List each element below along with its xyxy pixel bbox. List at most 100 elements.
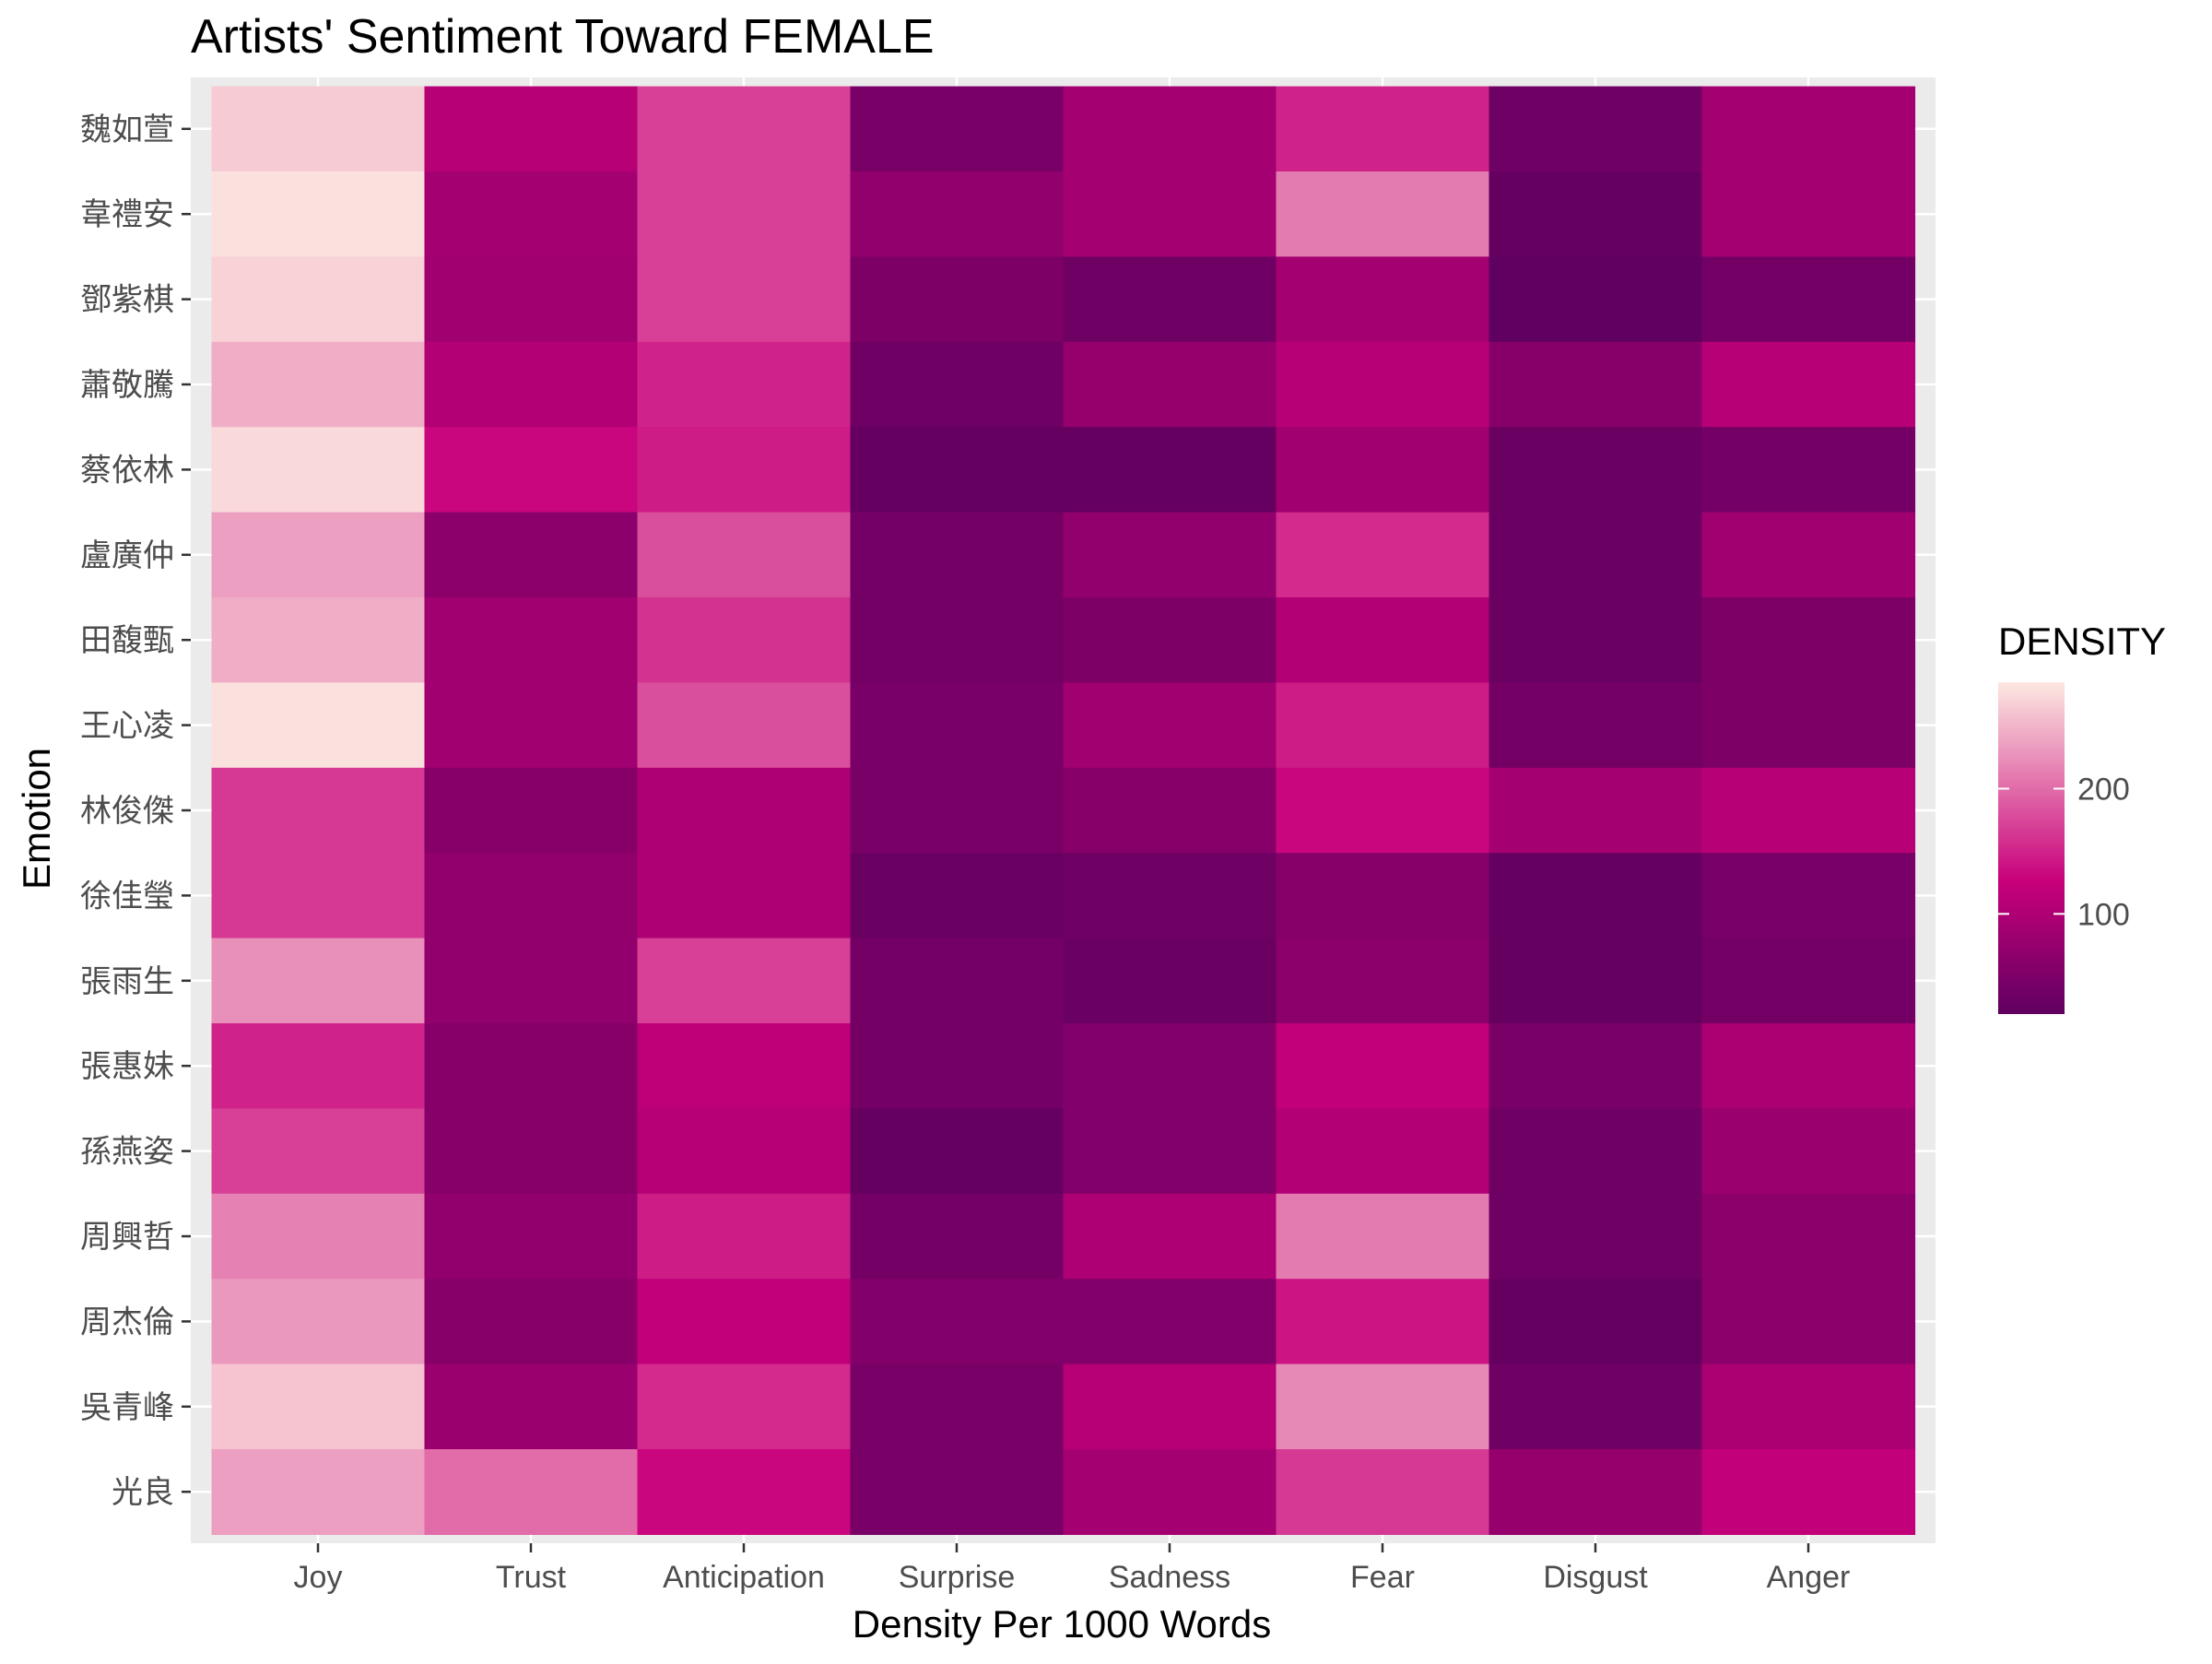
y-tick-label: 林俊傑 [80, 794, 174, 829]
heatmap-cell [1063, 256, 1277, 343]
heatmap-cell [850, 171, 1065, 257]
heatmap-cell [637, 1023, 852, 1109]
heatmap-cell [1063, 427, 1277, 513]
heatmap-cell [637, 86, 852, 172]
heatmap-cell [211, 1363, 426, 1450]
heatmap-cell [424, 256, 639, 343]
heatmap-cell [850, 682, 1065, 769]
heatmap-cell [424, 938, 639, 1024]
heatmap-cell [1276, 1363, 1490, 1450]
y-tick-label: 盧廣仲 [80, 538, 174, 573]
heatmap-cell [424, 1449, 639, 1535]
heatmap-cell [1701, 512, 1916, 598]
heatmap-cell [637, 938, 852, 1024]
heatmap-cell [1276, 86, 1490, 172]
heatmap-cell [424, 853, 639, 939]
y-tick-label: 孫燕姿 [80, 1135, 174, 1170]
heatmap-cell [1276, 1108, 1490, 1195]
heatmap-cell [211, 1279, 426, 1365]
heatmap-cell [1063, 1023, 1277, 1109]
heatmap-cell [1063, 767, 1277, 854]
x-axis: Joy Trust Anticipation Surprise Sadness Fear D… [294, 1543, 1850, 1595]
heatmap-cell [1063, 682, 1277, 769]
y-tick-label: 張雨生 [80, 964, 174, 999]
legend-colorbar [1998, 682, 2065, 1014]
heatmap-cell [211, 427, 426, 513]
heatmap-cell [637, 256, 852, 343]
heatmap-cell [1488, 1279, 1703, 1365]
heatmap-cell [1701, 853, 1916, 939]
heatmap-cell [424, 1023, 639, 1109]
y-tick-label: 田馥甄 [80, 623, 174, 658]
heatmap-cell [637, 171, 852, 257]
heatmap-cell [211, 682, 426, 769]
heatmap-cell [1488, 341, 1703, 428]
heatmap-cell [1488, 512, 1703, 598]
heatmap-cell [211, 1193, 426, 1280]
heatmap-cell [637, 1449, 852, 1535]
heatmap-cell [1701, 86, 1916, 172]
heatmap-cell [1276, 1449, 1490, 1535]
heatmap-cell [211, 1108, 426, 1195]
color-legend: DENSITY 100 200 [1998, 620, 2166, 1014]
heatmap-cell [850, 1363, 1065, 1450]
heatmap-cell [850, 512, 1065, 598]
y-tick-label: 徐佳瑩 [80, 879, 174, 914]
heatmap-cell [1488, 853, 1703, 939]
heatmap-cell [1063, 171, 1277, 257]
heatmap-cell [1488, 1023, 1703, 1109]
heatmap-cell [1488, 938, 1703, 1024]
x-tick-label: Fear [1350, 1560, 1415, 1595]
y-axis-title: Emotion [15, 748, 58, 890]
heatmap-cell [211, 938, 426, 1024]
heatmap-cell [211, 512, 426, 598]
heatmap-cell [1488, 767, 1703, 854]
heatmap-cell [1701, 1193, 1916, 1280]
heatmap-cell [211, 597, 426, 683]
heatmap-cell [424, 1193, 639, 1280]
heatmap-cell [424, 341, 639, 428]
heatmap-cell [637, 1108, 852, 1195]
y-tick-label: 周興哲 [80, 1220, 174, 1255]
heatmap-cell [1276, 682, 1490, 769]
heatmap-cell [637, 341, 852, 428]
heatmap-cell [1701, 1363, 1916, 1450]
heatmap-cell [637, 597, 852, 683]
x-axis-title: Density Per 1000 Words [853, 1602, 1271, 1646]
heatmap-cell [1063, 1193, 1277, 1280]
heatmap-cell [1701, 1279, 1916, 1365]
heatmap-cell [211, 256, 426, 343]
heatmap-cell [1063, 1108, 1277, 1195]
heatmap-cell [850, 341, 1065, 428]
y-tick-label: 張惠妹 [80, 1049, 174, 1084]
heatmap-cell [1063, 597, 1277, 683]
legend-tick-label: 200 [2077, 772, 2130, 807]
heatmap-cell [850, 767, 1065, 854]
x-tick-label: Surprise [899, 1560, 1016, 1595]
heatmap-cell [1063, 938, 1277, 1024]
y-tick-label: 光良 [112, 1475, 174, 1510]
heatmap-cell [637, 1363, 852, 1450]
heatmap-cell [424, 682, 639, 769]
heatmap-cell [850, 1449, 1065, 1535]
heatmap-cell [1276, 427, 1490, 513]
heatmap-cell [1276, 597, 1490, 683]
heatmap-cell [1488, 256, 1703, 343]
x-tick-label: Disgust [1543, 1560, 1648, 1595]
heatmap-cell [211, 171, 426, 257]
heatmap-cell [211, 853, 426, 939]
heatmap-cell [1701, 1108, 1916, 1195]
heatmap-cell [1701, 171, 1916, 257]
x-tick-label: Sadness [1109, 1560, 1230, 1595]
heatmap-cell [424, 512, 639, 598]
heatmap-cell [637, 512, 852, 598]
y-tick-label: 魏如萱 [80, 112, 174, 148]
heatmap-cell [211, 1449, 426, 1535]
heatmap-cell [1276, 1023, 1490, 1109]
heatmap-cell [1701, 427, 1916, 513]
heatmap-cell [637, 767, 852, 854]
x-tick-label: Anticipation [663, 1560, 825, 1595]
heatmap-cell [1063, 86, 1277, 172]
